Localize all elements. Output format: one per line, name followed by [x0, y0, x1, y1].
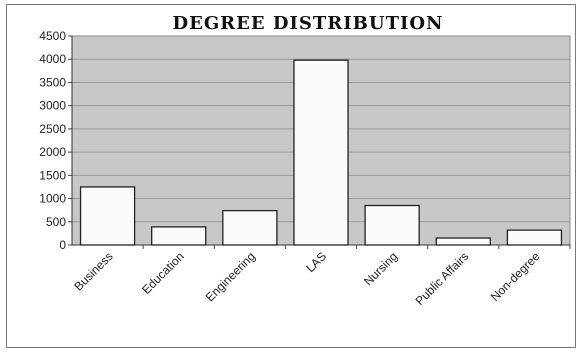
bar-las — [293, 59, 349, 246]
x-tick-label: Non-degree — [488, 249, 543, 304]
x-tick-label: Education — [139, 249, 187, 297]
bar-business — [79, 186, 136, 246]
y-tick-label: 3500 — [39, 75, 66, 89]
x-tick-label: Nursing — [361, 249, 400, 288]
bar-public-affairs — [435, 237, 491, 246]
y-tick-label: 4000 — [39, 52, 66, 66]
bar-nursing — [364, 204, 420, 246]
bar-engineering — [222, 209, 278, 246]
x-tick-label: LAS — [303, 249, 329, 275]
x-tick-label: Public Affairs — [413, 249, 472, 308]
y-tick-label: 1500 — [39, 168, 66, 182]
y-tick-label: 500 — [46, 215, 66, 229]
y-tick-label: 4500 — [39, 29, 66, 43]
y-tick-label: 2000 — [39, 145, 66, 159]
plot-area: 0 500 1000 1500 2000 2500 3000 3500 4000 4500 Busi… — [39, 29, 571, 308]
x-tick-label: Business — [71, 249, 115, 293]
bar-education — [151, 226, 207, 246]
y-tick-label: 1000 — [39, 192, 66, 206]
y-tick-label: 3000 — [39, 99, 66, 113]
y-tick-label: 0 — [59, 238, 66, 252]
chart-title: DEGREE DISTRIBUTION — [172, 13, 443, 34]
y-tick-label: 2500 — [39, 122, 66, 136]
x-tick-label: Engineering — [203, 249, 258, 304]
bar-non-degree — [506, 229, 563, 246]
